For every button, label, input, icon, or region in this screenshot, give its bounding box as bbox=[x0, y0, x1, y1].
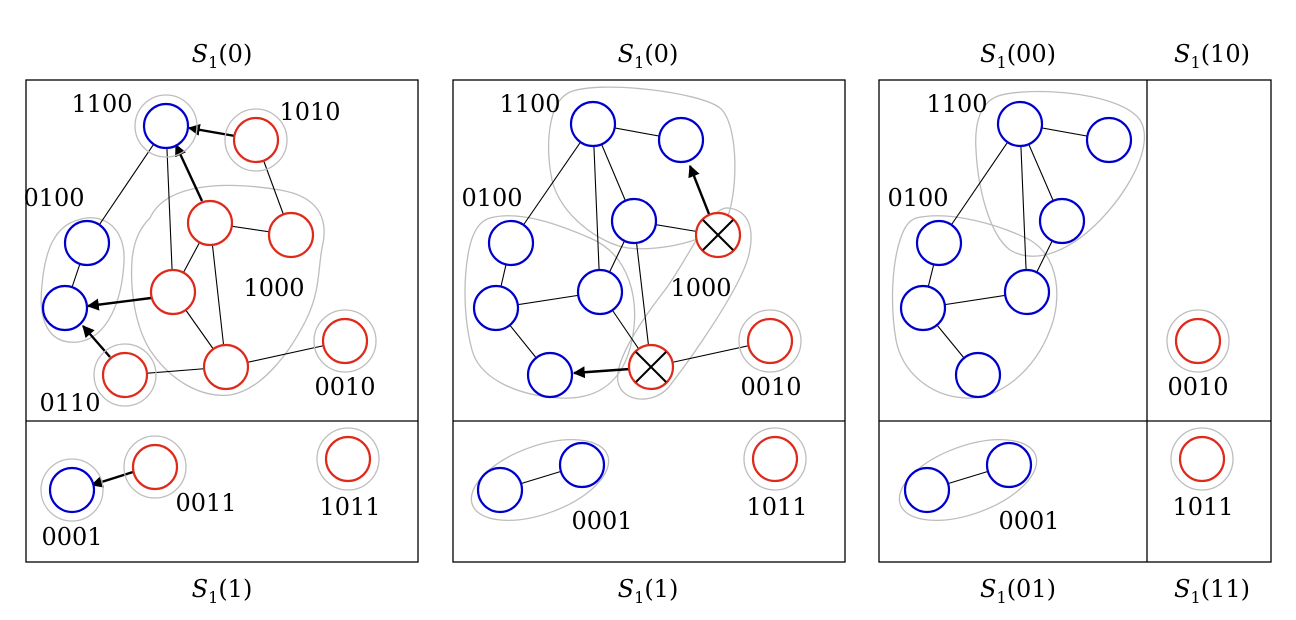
node-blue bbox=[142, 102, 190, 150]
cross-icon bbox=[635, 351, 667, 383]
node-blue bbox=[569, 100, 617, 148]
node-label: 1011 bbox=[319, 493, 380, 521]
node-blue bbox=[476, 466, 524, 514]
panel3-hull-0100 bbox=[891, 215, 1058, 399]
ring bbox=[738, 309, 802, 373]
node-blue bbox=[48, 466, 96, 514]
node-label: 0001 bbox=[998, 507, 1059, 535]
node-red bbox=[186, 199, 234, 247]
node-blue bbox=[899, 284, 947, 332]
ring bbox=[743, 427, 807, 491]
node-red bbox=[746, 317, 794, 365]
ring bbox=[316, 427, 380, 491]
node-red bbox=[101, 351, 149, 399]
node-red bbox=[149, 268, 197, 316]
panel2-bottom-title: S1(1) bbox=[618, 575, 679, 607]
node-blue bbox=[41, 284, 89, 332]
node-red bbox=[1178, 435, 1226, 483]
panel3-title-10: S1(10) bbox=[1174, 40, 1250, 72]
panel1-arrows bbox=[82, 123, 236, 488]
node-blue bbox=[526, 351, 574, 399]
node-blue bbox=[985, 441, 1033, 489]
node-blue bbox=[487, 219, 535, 267]
node-label: 0011 bbox=[175, 489, 236, 517]
node-blue bbox=[915, 219, 963, 267]
panel-2: S1(0) bbox=[452, 40, 846, 607]
panel1-hull-0100 bbox=[40, 217, 125, 343]
node-blue bbox=[996, 100, 1044, 148]
node-red bbox=[1174, 317, 1222, 365]
node-label: 0110 bbox=[39, 389, 100, 417]
panel1-bottom-title: S1(1) bbox=[192, 575, 253, 607]
node-red bbox=[751, 435, 799, 483]
panel2-frame bbox=[452, 79, 846, 563]
node-red bbox=[321, 317, 369, 365]
panel1-hull-1000 bbox=[130, 184, 325, 396]
node-label: 0010 bbox=[1167, 373, 1228, 401]
node-label: 1100 bbox=[71, 90, 132, 118]
node-label: 1011 bbox=[1172, 493, 1233, 521]
panel1-frame bbox=[25, 79, 419, 563]
panel2-edges bbox=[495, 123, 771, 491]
ring bbox=[134, 94, 198, 158]
node-blue bbox=[472, 284, 520, 332]
ring bbox=[40, 458, 104, 522]
node-blue bbox=[63, 219, 111, 267]
node-label: 1100 bbox=[926, 90, 987, 118]
node-red bbox=[131, 443, 179, 491]
node-label: 0100 bbox=[887, 184, 948, 212]
node-red bbox=[202, 343, 250, 391]
cross-icon bbox=[702, 219, 734, 251]
panel3-hull-1100 bbox=[975, 90, 1146, 257]
node-red bbox=[267, 211, 315, 259]
node-label: 0100 bbox=[23, 184, 84, 212]
ring bbox=[224, 108, 288, 172]
node-blue bbox=[576, 268, 624, 316]
ring bbox=[1166, 309, 1230, 373]
node-label: 1000 bbox=[243, 274, 304, 302]
node-blue bbox=[1085, 116, 1133, 164]
panel3-title-00: S1(00) bbox=[980, 40, 1056, 72]
node-red bbox=[232, 116, 280, 164]
panel2-hull-0100 bbox=[464, 215, 636, 399]
node-blue bbox=[657, 116, 705, 164]
node-blue bbox=[558, 441, 606, 489]
node-label: 1011 bbox=[746, 493, 807, 521]
node-label: 0100 bbox=[461, 184, 522, 212]
node-label: 0010 bbox=[740, 373, 801, 401]
panel3-title-01: S1(01) bbox=[980, 575, 1056, 607]
node-label: 0010 bbox=[314, 373, 375, 401]
panel2-top-title: S1(0) bbox=[618, 40, 679, 72]
panel2-hull-1000 bbox=[616, 207, 752, 400]
node-label: 0001 bbox=[41, 523, 102, 551]
node-label: 1010 bbox=[279, 98, 340, 126]
node-label: 1100 bbox=[499, 90, 560, 118]
node-blue bbox=[954, 351, 1002, 399]
panel2-arrows bbox=[572, 164, 711, 379]
node-blue bbox=[1003, 268, 1051, 316]
node-label: 0001 bbox=[571, 507, 632, 535]
node-red bbox=[324, 435, 372, 483]
node-blue bbox=[903, 466, 951, 514]
ring bbox=[1170, 427, 1234, 491]
panel2-hull-0001 bbox=[470, 439, 610, 521]
node-label: 1000 bbox=[670, 274, 731, 302]
panel1-top-title: S1(0) bbox=[192, 40, 253, 72]
node-blue bbox=[610, 197, 658, 245]
ring bbox=[93, 343, 157, 407]
panel3-hull-0001 bbox=[898, 439, 1038, 521]
panel3-title-11: S1(11) bbox=[1174, 575, 1250, 607]
ring bbox=[123, 435, 187, 499]
ring bbox=[313, 309, 377, 373]
panel-3: S1(00) S1(10) 1100 bbox=[878, 40, 1272, 607]
panel-1: S1(0) bbox=[23, 40, 419, 607]
panel3-frame bbox=[878, 79, 1272, 563]
node-blue bbox=[1038, 197, 1086, 245]
